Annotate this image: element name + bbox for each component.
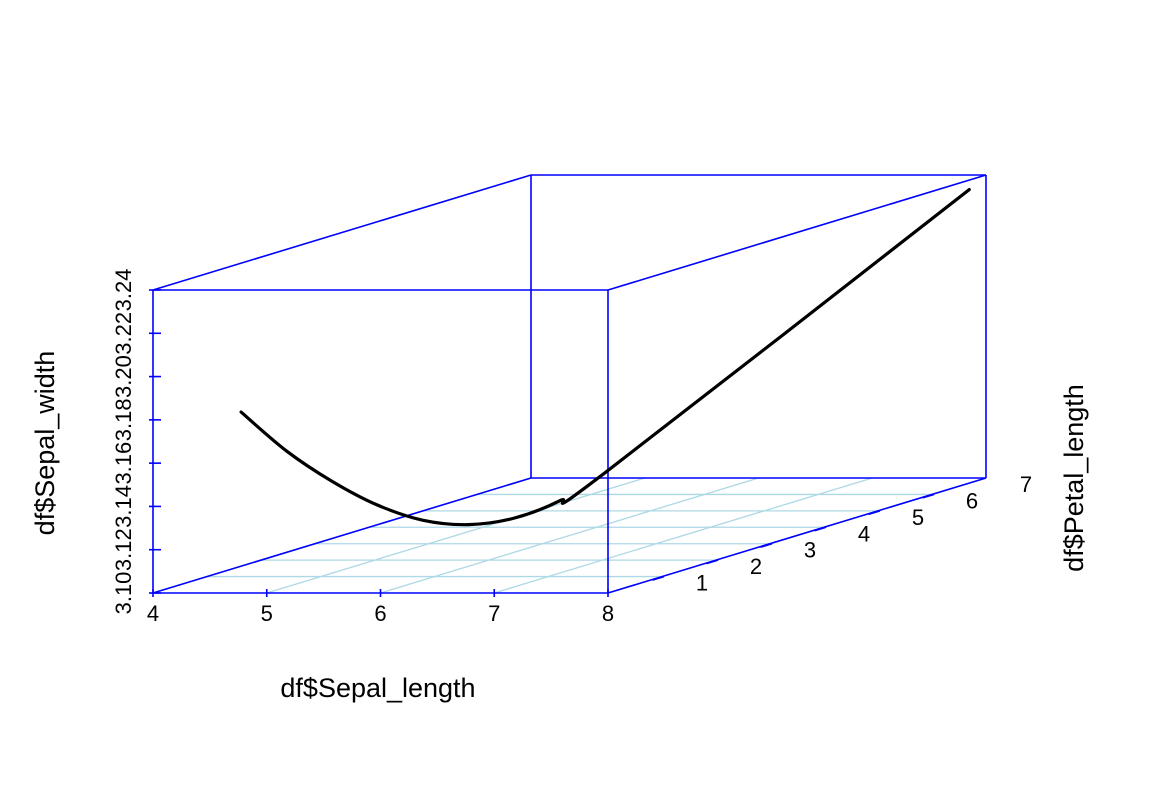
y-tick [922,493,935,499]
y-tick-label: 6 [966,488,978,513]
x-tick-label: 4 [147,601,159,626]
box-edge [152,477,532,594]
box-edge [152,174,532,291]
axis-ticks: 4 5 6 7 8 3.103.123.143.163.183.203.223.24 1 2 3… [111,269,1032,626]
z-tick-label: 3.20 [111,355,136,398]
z-axis-label: df$Sepal_width [30,351,60,536]
x-axis-label: df$Sepal_length [280,673,475,703]
z-tick-label: 3.14 [111,485,136,528]
z-tick-label: 3.22 [111,312,136,355]
y-tick-label: 7 [1020,472,1032,497]
grid-line-x [494,477,873,594]
y-tick [706,559,719,565]
z-tick-label: 3.18 [111,398,136,441]
grid-line-x [380,477,759,594]
y-tick-label: 3 [804,538,816,563]
y-tick [868,510,881,516]
box-edge [607,174,987,291]
y-tick-label: 1 [696,571,708,596]
y-tick [760,542,773,548]
plot-box [152,174,987,594]
z-tick-label: 3.24 [111,269,136,312]
x-tick-label: 6 [374,601,386,626]
x-tick-label: 5 [261,601,273,626]
grid-line-x [266,477,645,594]
y-axis-label: df$Petal_length [1059,384,1089,572]
y-tick-label: 4 [858,521,870,546]
z-tick-label: 3.16 [111,442,136,485]
series-line [239,188,971,527]
y-tick-label: 2 [750,554,762,579]
data-series [239,188,971,527]
y-tick [652,575,665,581]
x-tick-label: 7 [488,601,500,626]
z-tick-label: 3.12 [111,528,136,571]
y-tick [814,526,827,532]
y-tick-label: 5 [912,505,924,530]
x-tick-label: 8 [602,601,614,626]
z-tick-label: 3.10 [111,572,136,615]
